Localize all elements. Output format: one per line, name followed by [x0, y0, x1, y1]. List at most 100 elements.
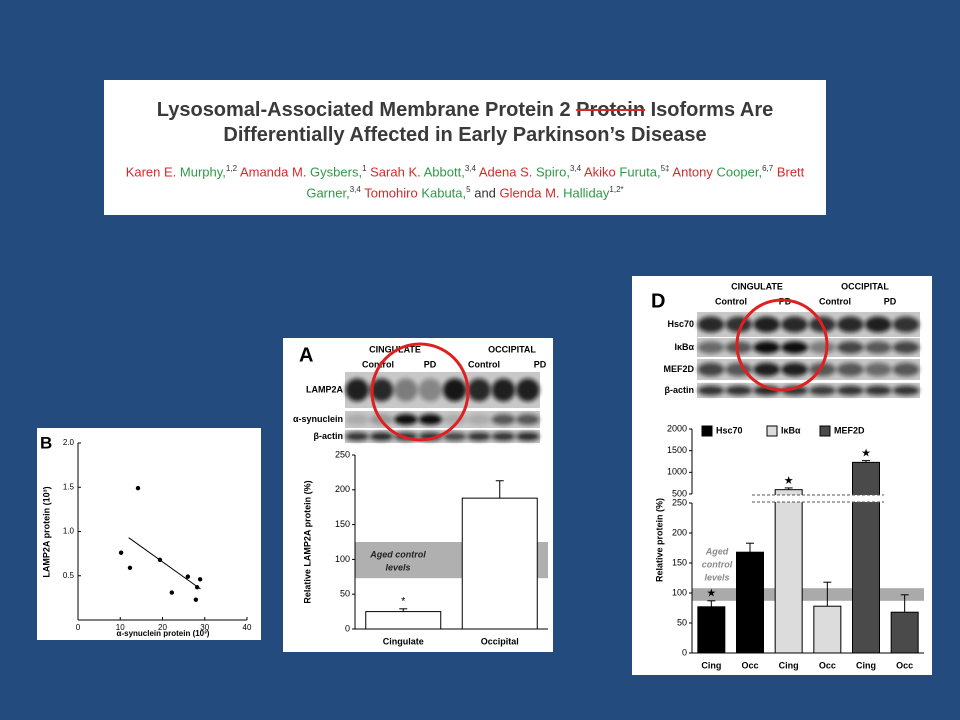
- bar: [736, 551, 764, 654]
- author-family: Gysbers,: [310, 164, 363, 180]
- blot-row-label: α-synuclein: [293, 414, 343, 424]
- blot-condition: Control: [468, 359, 500, 369]
- x-tick-label: 20: [158, 623, 167, 632]
- blot-band: [725, 385, 753, 396]
- blot-band: [697, 362, 725, 377]
- bar: [365, 611, 442, 630]
- y-tick-label: 150: [672, 557, 687, 567]
- bar: [461, 497, 538, 630]
- data-point: [185, 574, 191, 579]
- highlight-circle: [735, 298, 829, 392]
- highlight-circle: [370, 342, 470, 442]
- legend-label: IκBα: [781, 425, 801, 435]
- blot-band: [516, 378, 540, 402]
- blot-band: [781, 316, 808, 333]
- blot-band: [345, 378, 369, 402]
- conjunction: and: [474, 185, 496, 201]
- author-family: Cooper,: [716, 164, 763, 180]
- title-text: Isoforms Are: [650, 99, 774, 121]
- author-given: Sarah K.: [370, 164, 421, 180]
- x-tick-label: Cing: [779, 660, 799, 670]
- blot-band: [369, 432, 394, 441]
- author-given: Akiko: [584, 164, 616, 180]
- y-tick-label: 2.0: [63, 438, 75, 447]
- blot-band: [394, 378, 418, 402]
- struck-word: Protein: [576, 99, 646, 121]
- affiliation: 3,4: [464, 164, 476, 173]
- blot-region: OCCIPITAL: [488, 344, 536, 354]
- blot-band: [491, 414, 516, 425]
- blot-band: [781, 341, 808, 354]
- affiliation: 5: [466, 185, 471, 195]
- reference-band: [692, 588, 924, 601]
- blot-row-label: MEF2D: [663, 364, 694, 374]
- blot-band: [418, 378, 443, 402]
- blot-band: [836, 316, 864, 333]
- affiliation: 1,2*: [609, 185, 624, 195]
- affiliation: 1: [362, 164, 367, 173]
- author-given: Amanda M.: [239, 164, 307, 180]
- x-tick-label: Occ: [896, 660, 913, 670]
- blot-strip: [697, 383, 920, 398]
- blot-band: [753, 362, 781, 377]
- author-given: Brett: [776, 164, 805, 180]
- author-given: Tomohiro: [364, 185, 418, 201]
- blot-band: [864, 385, 892, 396]
- blot-band: [516, 414, 540, 425]
- affiliation: 1,2: [225, 164, 238, 173]
- y-tick-label: 200: [335, 484, 350, 494]
- blot-band: [345, 432, 369, 441]
- affiliation: 6,7: [762, 164, 774, 173]
- band-label: control: [702, 559, 733, 569]
- blot-band: [781, 362, 808, 377]
- y-tick-label: 150: [335, 519, 350, 529]
- band-label: levels: [704, 572, 729, 582]
- blot-band: [345, 414, 369, 425]
- x-tick-label: Occipital: [481, 636, 519, 646]
- y-tick-label: 50: [677, 617, 687, 627]
- blot-strip: [697, 338, 920, 357]
- blot-band: [697, 385, 725, 396]
- author-family: Furuta,: [619, 164, 661, 180]
- panel-label: A: [299, 344, 313, 366]
- y-tick-label: 100: [672, 587, 687, 597]
- author-family: Garner,: [306, 185, 350, 201]
- blot-condition: PD: [534, 359, 547, 369]
- blot-band: [864, 362, 892, 377]
- data-point: [127, 565, 133, 570]
- blot-band: [491, 378, 516, 402]
- y-tick-label: 200: [672, 527, 687, 537]
- legend-label: MEF2D: [834, 425, 865, 435]
- bar: [890, 611, 919, 654]
- affiliation: 3,4: [569, 164, 582, 173]
- paper-header: Lysosomal-Associated Membrane Protein 2 …: [104, 80, 826, 215]
- blot-band: [781, 385, 808, 396]
- data-point: [197, 577, 203, 582]
- data-point: [135, 485, 141, 491]
- blot-band: [836, 362, 864, 377]
- affiliation: 5‡: [660, 164, 670, 173]
- blot-row-label: β-actin: [314, 431, 344, 441]
- affiliation: 3,4: [349, 185, 361, 195]
- author-family: Murphy,: [179, 164, 226, 180]
- blot-band: [836, 385, 864, 396]
- trend-line: [128, 537, 201, 590]
- blot-condition: PD: [884, 296, 897, 306]
- blot-band: [467, 432, 491, 441]
- bar: [813, 605, 842, 654]
- x-tick-label: 40: [243, 623, 252, 632]
- y-axis-label: Relative protein (%): [654, 498, 664, 582]
- data-point: [118, 550, 124, 555]
- significance-mark: *: [401, 596, 406, 608]
- band-label: Aged control: [369, 549, 426, 559]
- x-tick-label: 10: [116, 623, 125, 632]
- legend-swatch: [819, 425, 831, 437]
- blot-band: [394, 414, 418, 425]
- x-tick-label: Cing: [856, 660, 876, 670]
- y-tick-label: 1500: [667, 445, 687, 455]
- band-label: Aged: [705, 546, 729, 556]
- significance-mark: ★: [706, 588, 716, 600]
- axis-break: [693, 495, 925, 502]
- blot-row-label: β-actin: [665, 385, 695, 395]
- blot-band: [442, 378, 467, 402]
